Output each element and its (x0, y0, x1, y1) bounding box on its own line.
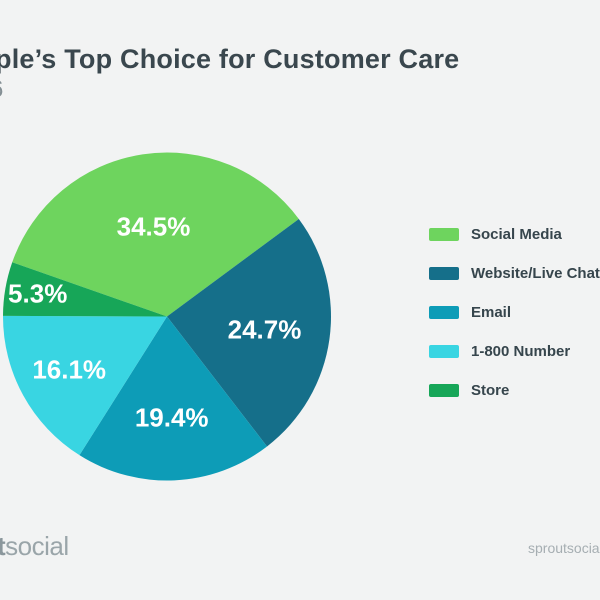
legend-item-website-live-chat: Website/Live Chat (429, 265, 600, 282)
legend-label: Social Media (471, 226, 562, 243)
pie-slice-label: 34.5% (116, 211, 191, 242)
legend-swatch (429, 267, 459, 280)
pie-slice-store (3, 262, 167, 317)
logo-bold-part: t (0, 531, 6, 561)
pie-slice-1-800-number (2, 315, 168, 456)
legend-swatch (429, 228, 459, 241)
pie-slice-label: 5.3% (8, 278, 68, 309)
sproutsocial-logo: tsocial (0, 531, 69, 562)
pie-slice-label: 19.4% (134, 402, 209, 433)
legend-swatch (429, 384, 459, 397)
pie-slice-website-live-chat (167, 218, 331, 447)
legend-item-social-media: Social Media (429, 226, 600, 243)
pie-slice-email (79, 316, 268, 481)
legend-label: Store (471, 382, 510, 399)
pie-slice-social-media (12, 152, 299, 317)
legend-label: 1-800 Number (471, 343, 571, 360)
legend-label: Website/Live Chat (471, 265, 600, 282)
legend-item-email: Email (429, 304, 600, 321)
pie-slice-label: 16.1% (32, 354, 107, 385)
legend-item-store: Store (429, 382, 600, 399)
pie-slice-label: 24.7% (227, 314, 302, 345)
legend-label: Email (471, 304, 512, 321)
legend-swatch (429, 345, 459, 358)
legend-item-1-800-number: 1-800 Number (429, 343, 600, 360)
page-subtitle: 6 (0, 76, 3, 104)
legend-swatch (429, 306, 459, 319)
chart-legend: Social Media Website/Live Chat Email 1-8… (429, 226, 600, 423)
page-title: ple’s Top Choice for Customer Care (0, 44, 460, 74)
website-url-text: sproutsocial (528, 540, 600, 556)
logo-light-part: social (5, 531, 69, 561)
